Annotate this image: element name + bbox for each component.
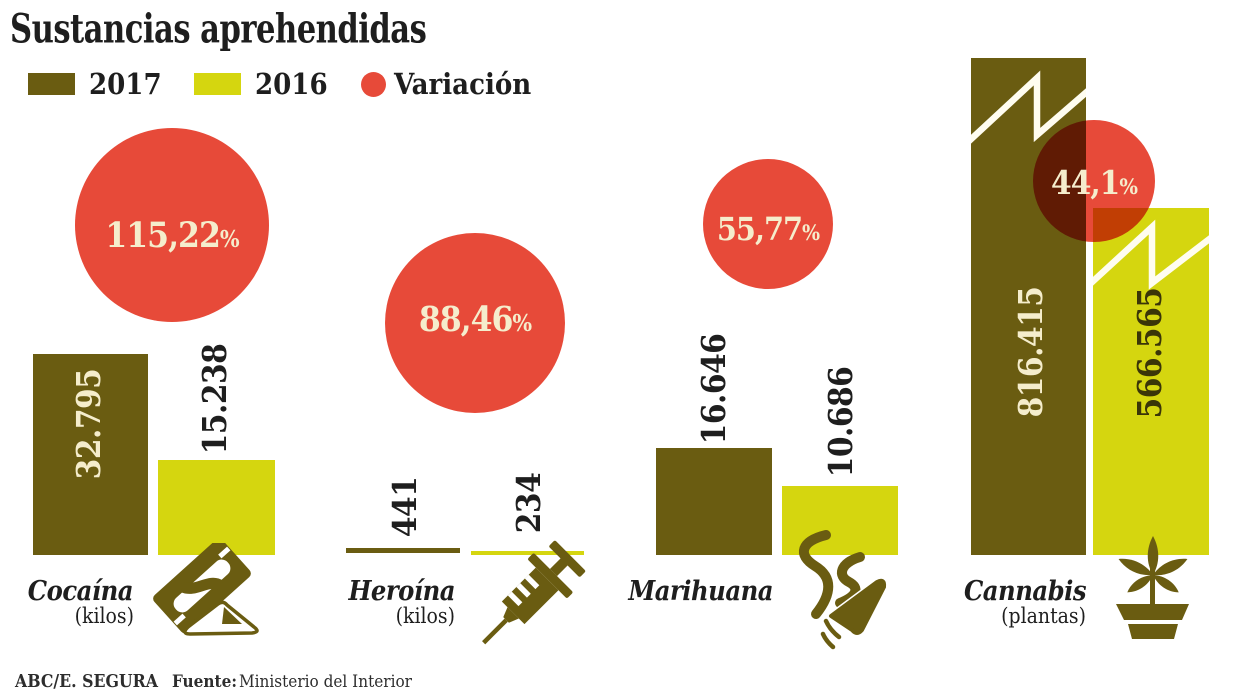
source: Ministerio del Interior [239,672,412,692]
variation-value-heroina: 88,46% [418,299,532,340]
variation-circle-cannabis [1033,120,1155,242]
bar-cocaina-2017 [33,354,148,555]
bar-heroina-2017 [346,548,460,553]
value-cocaina-2017: 32.795 [69,368,108,480]
category-unit-cocaina: (kilos) [74,604,134,628]
value-cannabis-2017: 816.415 [1011,286,1050,418]
joint-smoke-icon [798,530,888,650]
cannabis-plant-icon [1116,536,1189,639]
axis-break-zigzag-2016 [1093,219,1209,290]
category-label-heroina: Heroína [348,576,455,607]
legend-dot-variation [361,72,386,97]
bar-marihuana-2017 [656,448,772,555]
category-unit-cannabis: (plantas) [1001,604,1086,628]
value-marihuana-2017: 16.646 [694,333,733,445]
legend-swatch-2017 [28,73,75,95]
credit: ABC/E. SEGURA [15,672,158,692]
variation-value-cocaina: 115,22% [105,215,239,256]
legend-swatch-2016 [194,73,241,95]
category-label-marihuana: Marihuana [628,576,773,607]
value-marihuana-2016: 10.686 [821,366,860,478]
variation-value-cannabis: 44,1% [1051,163,1138,202]
variation-value-marihuana: 55,77% [716,210,820,248]
bar-cannabis-2016 [1093,208,1209,555]
axis-break-zigzag-2017 [971,70,1086,144]
category-label-cocaina: Cocaína [27,576,134,607]
legend-label-2017: 2017 [89,67,162,101]
variation-circle-heroina [385,233,565,413]
bar-heroina-2016 [471,551,584,555]
legend-label-variation: Variación [394,67,532,101]
source-label: Fuente: [172,672,237,692]
chart-title: Sustancias aprehendidas [10,6,427,54]
variation-circle-marihuana [703,159,833,289]
category-label-cannabis: Cannabis [963,576,1087,607]
syringe-icon [482,540,586,645]
category-unit-heroina: (kilos) [395,604,455,628]
razor-blade-icon [153,543,259,636]
value-cocaina-2016: 15.238 [195,343,234,455]
value-cannabis-2016: 566.565 [1130,287,1169,419]
value-heroina-2017: 441 [385,476,424,538]
bar-cocaina-2016 [158,460,275,555]
legend-label-2016: 2016 [255,67,328,101]
variation-circle-cocaina [75,128,269,322]
